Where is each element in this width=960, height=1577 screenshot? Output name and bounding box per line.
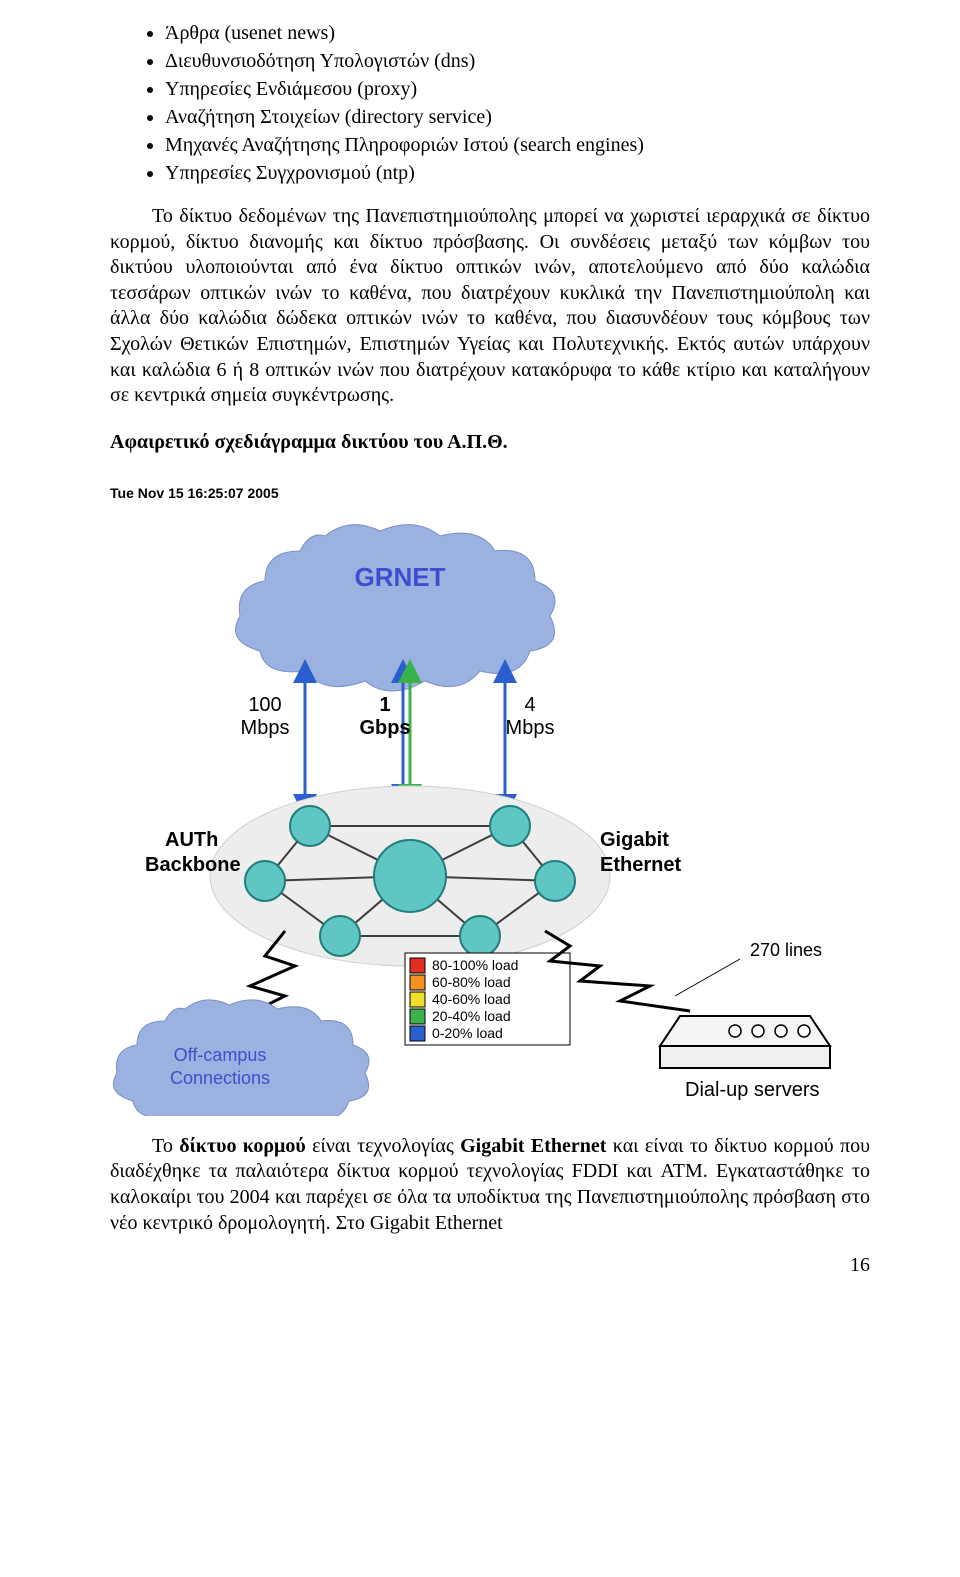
paragraph-1: Το δίκτυο δεδομένων της Πανεπιστημιούπολ… [110, 204, 870, 409]
load-legend: 80-100% load 60-80% load 40-60% load 20-… [405, 953, 570, 1045]
label-gig-l1: Gigabit [600, 829, 669, 851]
legend-row: 60-80% load [410, 974, 511, 990]
list-item: Αναζήτηση Στοιχείων (directory service) [165, 104, 870, 130]
diagram-heading: Αφαιρετικό σχεδιάγραμμα δικτύου του Α.Π.… [110, 431, 870, 454]
cloud-offcampus-l1: Off-campus [174, 1045, 267, 1065]
p2-prefix: Το [152, 1135, 179, 1157]
paragraph-1-text: Το δίκτυο δεδομένων της Πανεπιστημιούπολ… [110, 205, 870, 406]
list-item: Διευθυνσιοδότηση Υπολογιστών (dns) [165, 48, 870, 74]
cloud-offcampus: Off-campus Connections [113, 1000, 369, 1116]
p2-mid1: είναι τεχνολογίας [306, 1135, 460, 1157]
label-auth-l1: AUTh [165, 829, 218, 851]
lines-270-label: 270 lines [750, 940, 822, 960]
list-item: Άρθρα (usenet news) [165, 20, 870, 46]
diagram-timestamp: Tue Nov 15 16:25:07 2005 [110, 485, 279, 501]
link3-bot: Mbps [506, 717, 555, 739]
label-gig-l2: Ethernet [600, 854, 681, 876]
p2-bold2: Gigabit Ethernet [460, 1135, 606, 1157]
legend-row: 0-20% load [410, 1025, 503, 1041]
list-item: Μηχανές Αναζήτησης Πληροφοριών Ιστού (se… [165, 132, 870, 158]
legend-label: 60-80% load [432, 974, 511, 990]
cloud-grnet: GRNET [236, 524, 556, 690]
bullet-list: Άρθρα (usenet news) Διευθυνσιοδότηση Υπο… [110, 20, 870, 186]
page-number: 16 [110, 1254, 870, 1277]
network-diagram: Tue Nov 15 16:25:07 2005 GRNET [110, 476, 870, 1116]
cloud-offcampus-l2: Connections [170, 1068, 270, 1088]
link1-bot: Mbps [241, 717, 290, 739]
legend-label: 80-100% load [432, 957, 518, 973]
link1-top: 100 [248, 694, 281, 716]
cloud-grnet-label: GRNET [355, 562, 446, 592]
link2-top: 1 [379, 694, 390, 716]
lines-pointer [675, 959, 740, 996]
list-item: Υπηρεσίες Ενδιάμεσου (proxy) [165, 76, 870, 102]
legend-label: 0-20% load [432, 1025, 503, 1041]
legend-label: 40-60% load [432, 991, 511, 1007]
dialup-label: Dial-up servers [685, 1079, 819, 1101]
paragraph-2: Το δίκτυο κορμού είναι τεχνολογίας Gigab… [110, 1134, 870, 1236]
legend-row: 40-60% load [410, 991, 511, 1007]
legend-label: 20-40% load [432, 1008, 511, 1024]
page-container: Άρθρα (usenet news) Διευθυνσιοδότηση Υπο… [0, 0, 960, 1297]
link-4mbps: 4 Mbps [505, 671, 554, 806]
link3-top: 4 [524, 694, 535, 716]
link2-bot: Gbps [359, 717, 410, 739]
p2-bold1: δίκτυο κορμού [179, 1135, 306, 1157]
link-100mbps: 100 Mbps [241, 671, 305, 806]
legend-row: 20-40% load [410, 1008, 511, 1024]
dialup-device [660, 1016, 830, 1068]
list-item: Υπηρεσίες Συγχρονισμού (ntp) [165, 160, 870, 186]
label-auth-l2: Backbone [145, 854, 241, 876]
